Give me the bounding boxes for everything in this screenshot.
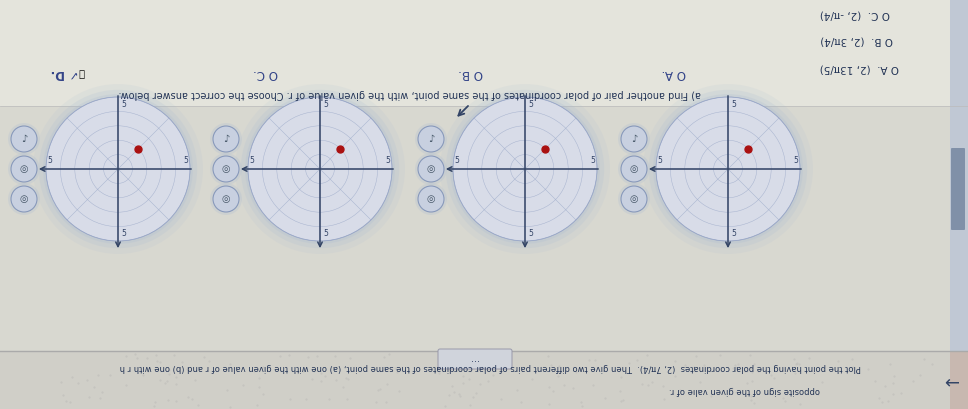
Text: ◎: ◎ xyxy=(222,194,230,204)
Text: opposite sign of the given valıe of r.: opposite sign of the given valıe of r. xyxy=(669,387,820,396)
Circle shape xyxy=(643,84,813,254)
Text: 5: 5 xyxy=(47,156,52,165)
Text: ◎: ◎ xyxy=(630,194,638,204)
Text: a) Find another pair of polar coordinates of the same point, with the given valu: a) Find another pair of polar coordinate… xyxy=(119,89,701,99)
Circle shape xyxy=(33,84,203,254)
Circle shape xyxy=(446,90,604,248)
Circle shape xyxy=(450,94,600,244)
Circle shape xyxy=(618,123,650,155)
Text: ◎: ◎ xyxy=(19,164,28,174)
Circle shape xyxy=(415,153,447,185)
Circle shape xyxy=(653,94,802,244)
Text: O C.  (2, -π/4): O C. (2, -π/4) xyxy=(820,9,891,19)
Text: 🔍: 🔍 xyxy=(79,69,85,79)
Text: ♪: ♪ xyxy=(428,134,434,144)
Text: O A.  (2, 13π/5): O A. (2, 13π/5) xyxy=(820,64,899,74)
Circle shape xyxy=(418,186,444,212)
Circle shape xyxy=(11,156,37,182)
Circle shape xyxy=(415,183,447,215)
Text: O C.: O C. xyxy=(253,67,278,81)
Text: 5: 5 xyxy=(250,156,255,165)
Text: O B.  (2, 3π/4): O B. (2, 3π/4) xyxy=(820,36,892,46)
Bar xyxy=(0,351,968,409)
Circle shape xyxy=(11,126,37,152)
Bar xyxy=(950,351,968,409)
Text: ◎: ◎ xyxy=(427,164,436,174)
Circle shape xyxy=(8,153,40,185)
Circle shape xyxy=(656,97,800,241)
Circle shape xyxy=(44,94,193,244)
Text: ✓ D.: ✓ D. xyxy=(51,67,79,81)
Text: 5: 5 xyxy=(323,229,328,238)
Circle shape xyxy=(649,90,807,248)
Text: ♪: ♪ xyxy=(21,134,27,144)
Text: 5: 5 xyxy=(385,156,390,165)
Circle shape xyxy=(418,156,444,182)
Circle shape xyxy=(8,183,40,215)
Text: 5: 5 xyxy=(590,156,595,165)
Text: ◎: ◎ xyxy=(427,194,436,204)
Circle shape xyxy=(621,156,647,182)
Circle shape xyxy=(39,90,197,248)
Text: ♪: ♪ xyxy=(223,134,229,144)
Text: 5: 5 xyxy=(528,100,532,109)
Text: ◎: ◎ xyxy=(630,164,638,174)
Circle shape xyxy=(241,90,399,248)
Text: 5: 5 xyxy=(657,156,662,165)
Circle shape xyxy=(418,126,444,152)
Text: O B.: O B. xyxy=(458,67,483,81)
Text: →: → xyxy=(943,371,958,389)
Circle shape xyxy=(618,153,650,185)
Circle shape xyxy=(248,97,392,241)
Circle shape xyxy=(210,153,242,185)
Circle shape xyxy=(440,84,610,254)
Text: 5: 5 xyxy=(528,229,532,238)
Text: ◎: ◎ xyxy=(222,164,230,174)
Text: 5: 5 xyxy=(323,100,328,109)
Circle shape xyxy=(621,126,647,152)
Circle shape xyxy=(621,186,647,212)
Circle shape xyxy=(213,186,239,212)
Text: Plot the point having the polar coordinates  (2, 7π/4).  Then give two different: Plot the point having the polar coordina… xyxy=(119,362,861,371)
FancyBboxPatch shape xyxy=(951,148,965,230)
Bar xyxy=(0,0,950,106)
Text: 5: 5 xyxy=(121,229,126,238)
Text: ◎: ◎ xyxy=(19,194,28,204)
Text: ...: ... xyxy=(470,354,479,364)
Circle shape xyxy=(245,94,395,244)
Circle shape xyxy=(415,123,447,155)
Text: 5: 5 xyxy=(121,100,126,109)
Bar xyxy=(950,0,968,351)
Text: 5: 5 xyxy=(455,156,460,165)
Text: ♪: ♪ xyxy=(631,134,637,144)
Text: 5: 5 xyxy=(731,229,736,238)
Circle shape xyxy=(46,97,190,241)
Circle shape xyxy=(213,126,239,152)
Text: 5: 5 xyxy=(794,156,799,165)
Circle shape xyxy=(235,84,405,254)
Circle shape xyxy=(8,123,40,155)
FancyBboxPatch shape xyxy=(438,349,512,369)
Text: 5: 5 xyxy=(731,100,736,109)
Circle shape xyxy=(11,186,37,212)
Circle shape xyxy=(213,156,239,182)
Bar xyxy=(0,106,950,351)
Circle shape xyxy=(453,97,597,241)
Text: 5: 5 xyxy=(184,156,189,165)
Circle shape xyxy=(210,123,242,155)
Circle shape xyxy=(210,183,242,215)
Text: O A.: O A. xyxy=(661,67,685,81)
Circle shape xyxy=(618,183,650,215)
